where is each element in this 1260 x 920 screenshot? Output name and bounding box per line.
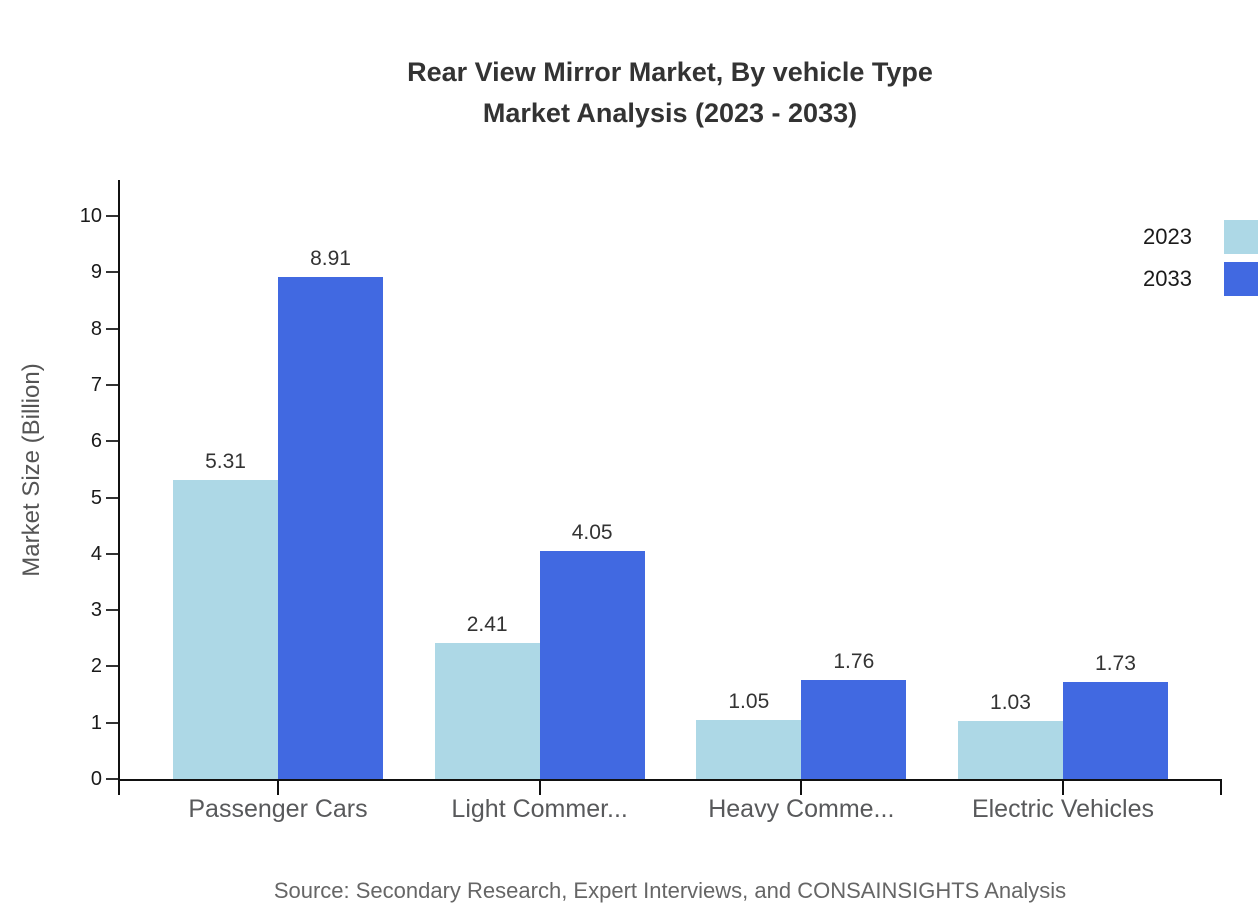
chart-title-line-1: Rear View Mirror Market, By vehicle Type [407, 57, 933, 87]
legend-row: 2023 [1143, 220, 1258, 254]
legend-swatch [1224, 262, 1258, 296]
bar-2023 [173, 480, 278, 779]
bar-2023 [957, 721, 1063, 779]
y-axis-tick [106, 609, 118, 612]
y-axis-tick [106, 327, 118, 330]
bar-group: 1.03 1.73 Electric Vehicles [957, 180, 1168, 823]
legend-label: 2033 [1143, 266, 1192, 291]
bar-value-label: 8.91 [310, 247, 351, 271]
x-category-label: Passenger Cars [188, 795, 368, 823]
y-axis-tick [106, 440, 118, 443]
y-axis-tick [106, 271, 118, 274]
bar-group: 2.41 4.05 Light Commer... [434, 180, 645, 823]
y-axis-tick-label: 10 [79, 205, 102, 227]
bar-2023 [434, 643, 540, 779]
y-axis-tick [106, 665, 118, 668]
legend-row: 2033 [1143, 262, 1258, 296]
bar-group: 5.31 8.91 Passenger Cars [173, 180, 383, 823]
source-note: Source: Secondary Research, Expert Inter… [273, 878, 1067, 903]
y-axis-tick [106, 778, 118, 780]
plot-area: 5.31 8.91 Passenger Cars 2.41 4.05 Light Comm… [80, 180, 1222, 823]
bar-value-label: 2.41 [466, 613, 508, 637]
bar-value-label: 1.03 [990, 691, 1031, 715]
bar-2033 [1062, 681, 1168, 779]
y-axis-tick-label: 6 [90, 430, 102, 453]
chart-title: Rear View Mirror Market, By vehicle Type… [118, 52, 1222, 134]
y-axis-tick [106, 496, 118, 499]
bar-2033 [539, 551, 645, 779]
legend: 2023 2033 [1143, 220, 1258, 304]
chart-title-line-2: Market Analysis (2023 - 2033) [482, 98, 858, 128]
y-axis-tick-label: 3 [90, 599, 102, 622]
x-axis-tick [538, 781, 541, 795]
legend-swatch [1224, 220, 1258, 254]
y-axis-tick-label: 9 [90, 261, 102, 284]
bar-value-label: 1.73 [1095, 651, 1136, 675]
x-axis-tick [1061, 781, 1064, 795]
x-axis-origin-tick [118, 781, 120, 795]
y-axis-tick-label: 0 [90, 768, 102, 790]
bar-2033 [278, 277, 383, 779]
x-category-label: Light Commer... [451, 795, 628, 823]
y-axis-tick [106, 383, 118, 386]
bar-value-label: 4.05 [571, 521, 613, 544]
y-axis-tick [106, 215, 118, 217]
y-axis-tick-label: 8 [90, 317, 102, 340]
bar-groups: 5.31 8.91 Passenger Cars 2.41 4.05 Light Comm… [120, 180, 1222, 823]
x-axis-end-tick [1220, 781, 1222, 795]
bar-group: 1.05 1.76 Heavy Comme... [696, 180, 907, 823]
y-axis-tick [106, 721, 118, 724]
x-axis-tick [277, 781, 279, 795]
bar-value-label: 1.76 [833, 649, 875, 673]
bar-2033 [801, 679, 907, 779]
bar-value-label: 5.31 [205, 450, 246, 474]
y-axis-tick-label: 4 [90, 542, 102, 565]
y-axis-tick [106, 552, 118, 555]
x-category-label: Electric Vehicles [971, 795, 1154, 823]
y-axis-tick-label: 2 [90, 655, 102, 678]
x-category-label: Heavy Comme... [708, 795, 895, 823]
x-axis-tick [800, 781, 803, 795]
legend-label: 2023 [1143, 224, 1192, 249]
y-axis-title: Market Size (Billion) [18, 363, 45, 577]
y-axis-tick-label: 7 [90, 373, 102, 396]
bar-2023 [696, 719, 802, 779]
y-axis-tick-label: 1 [90, 711, 102, 734]
y-axis-tick-label: 5 [90, 486, 102, 509]
bar-value-label: 1.05 [728, 689, 770, 713]
